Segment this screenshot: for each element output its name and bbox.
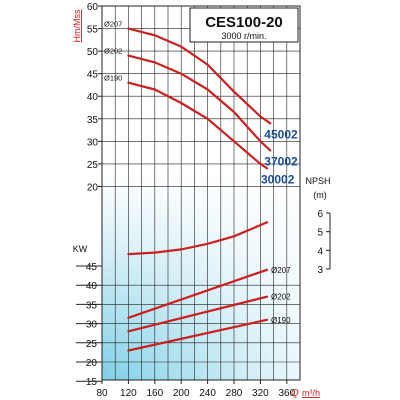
power-curve <box>127 268 269 319</box>
power-tick-label: 45 <box>86 262 98 273</box>
npsh-axis-unit: (m) <box>313 190 327 200</box>
x-axis: 80 120 160 200 240 280 320 360 <box>96 380 296 399</box>
npsh-tick-label: 5 <box>317 228 323 239</box>
npsh-tick-label: 6 <box>317 209 323 220</box>
chart-subtitle: 3000 r/min. <box>221 31 266 41</box>
power-tick-label: 15 <box>86 377 98 388</box>
model-number-label: 30002 <box>261 172 295 186</box>
power-tick-label: 40 <box>86 281 98 292</box>
power-tick-label: 30 <box>86 320 98 331</box>
head-tick-label: 45 <box>87 70 99 81</box>
x-tick-label: 280 <box>226 388 243 399</box>
model-number-label: 45002 <box>264 127 298 141</box>
head-curve <box>127 54 272 152</box>
head-tick-label: 40 <box>87 92 99 103</box>
power-curve-label: Ø190 <box>271 316 291 325</box>
power-curve-label: Ø202 <box>271 293 291 302</box>
x-tick-label: 160 <box>146 388 163 399</box>
power-tick-label: 20 <box>86 358 98 369</box>
x-tick-label: 240 <box>199 388 216 399</box>
head-tick-label: 60 <box>87 2 99 13</box>
power-tick-label: 25 <box>86 339 98 350</box>
power-axis-title: KW <box>73 244 88 254</box>
impeller-diameter-label: Ø190 <box>104 74 122 83</box>
impeller-diameter-label: Ø207 <box>104 20 122 29</box>
x-axis-title-q: Q <box>291 388 299 399</box>
head-axis-title: Hm/Mss <box>72 9 82 42</box>
head-curve <box>127 81 269 170</box>
x-tick-label: 320 <box>252 388 269 399</box>
title-box: CES100-20 3000 r/min. <box>189 7 299 43</box>
npsh-curve <box>127 221 269 256</box>
power-axis: 15 20 25 30 35 40 45 <box>76 262 103 388</box>
head-curve <box>127 27 272 125</box>
npsh-tick-label: 4 <box>317 246 323 257</box>
head-tick-label: 35 <box>87 115 99 126</box>
head-tick-label: 30 <box>87 137 99 148</box>
x-axis-title-unit: m³/h <box>302 388 320 398</box>
npsh-axis: 3 4 5 6 <box>317 209 331 276</box>
x-tick-label: 360 <box>278 388 295 399</box>
x-tick-label: 120 <box>120 388 137 399</box>
plot-frame <box>101 5 301 381</box>
power-curve <box>127 295 269 333</box>
head-tick-label: 55 <box>87 25 99 36</box>
npsh-axis-title: NPSH <box>305 176 330 186</box>
head-tick-label: 50 <box>87 47 99 58</box>
impeller-diameter-label: Ø202 <box>104 47 122 56</box>
x-tick-label: 80 <box>96 388 108 399</box>
head-axis: 20 25 30 35 40 45 50 55 60 <box>87 2 102 193</box>
chart-title: CES100-20 <box>205 14 283 31</box>
power-tick-label: 35 <box>86 300 98 311</box>
power-curve-label: Ø207 <box>271 266 291 275</box>
head-tick-label: 20 <box>87 182 99 193</box>
x-tick-label: 200 <box>173 388 190 399</box>
npsh-tick-label: 3 <box>317 265 323 276</box>
head-tick-label: 25 <box>87 160 99 171</box>
curve-labels: Ø207 45002 Ø202 37002 Ø190 30002 Ø207 Ø202 Ø190 <box>104 20 298 325</box>
model-number-label: 37002 <box>264 154 298 168</box>
power-curve <box>127 318 269 352</box>
curves <box>127 27 272 352</box>
plot-background-fade <box>102 6 300 380</box>
